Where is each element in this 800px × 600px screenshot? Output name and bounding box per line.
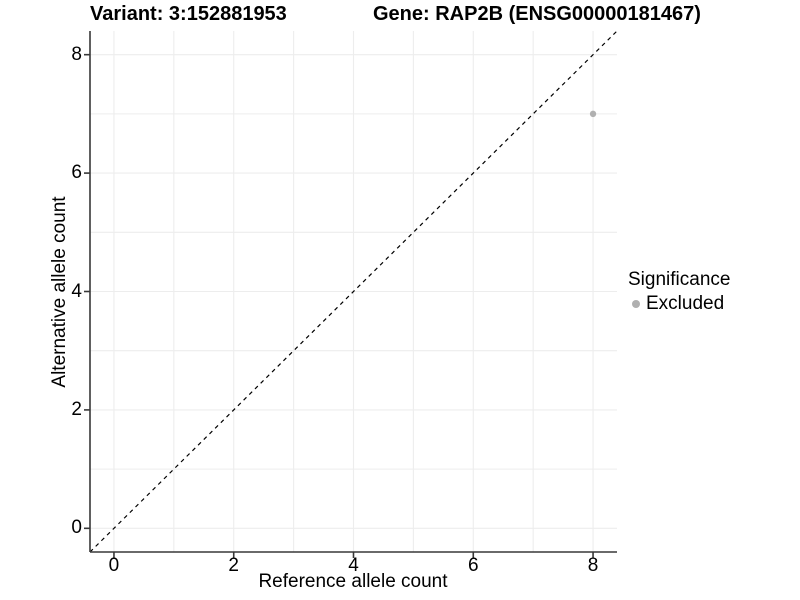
x-axis-title: Reference allele count [258, 571, 448, 592]
y-axis-title: Alternative allele count [49, 196, 70, 388]
identity-reference-line [89, 30, 618, 553]
legend-item-label: Excluded [646, 293, 725, 314]
data-point [589, 110, 597, 118]
legend-point-icon [632, 300, 640, 308]
plot-title-variant: Variant: 3:152881953 [90, 3, 287, 25]
plot-title-gene: Gene: RAP2B (ENSG00000181467) [373, 3, 701, 25]
legend-title: Significance [628, 269, 731, 290]
legend: Significance Excluded [628, 267, 730, 316]
legend-item-excluded: Excluded [628, 292, 730, 316]
